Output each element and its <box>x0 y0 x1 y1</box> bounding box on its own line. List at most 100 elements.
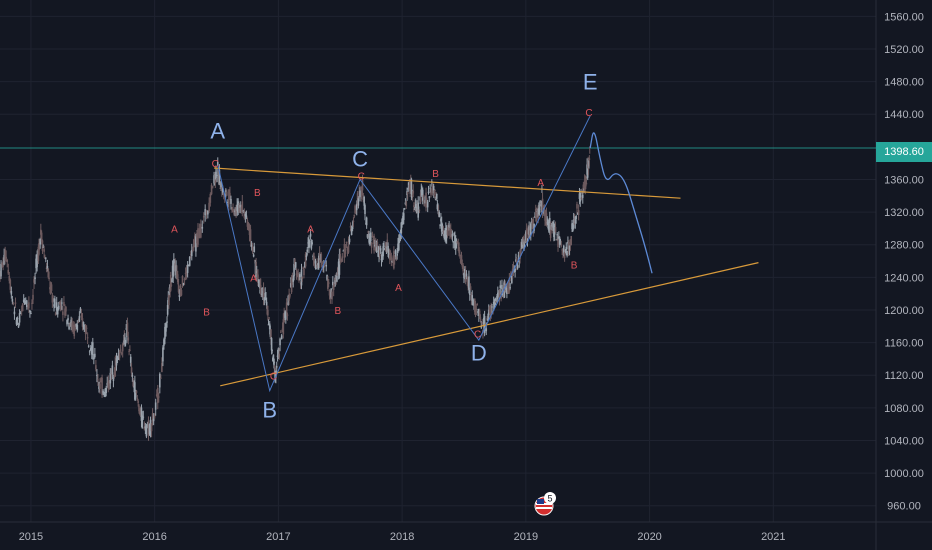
wave-label-c: C <box>352 146 368 171</box>
candle-body <box>91 342 94 356</box>
candle-body <box>571 223 573 230</box>
last-price-badge: 1398.60 <box>876 142 932 162</box>
candle-body <box>499 285 502 289</box>
elliott-wave-path[interactable] <box>217 115 591 393</box>
price-tick-label: 1120.00 <box>885 370 924 382</box>
candle-body <box>197 228 199 245</box>
candle-body <box>285 311 287 320</box>
candle-body <box>239 204 242 208</box>
candle-body <box>44 257 46 259</box>
candle-body <box>7 269 10 274</box>
candle-body <box>38 243 40 255</box>
candle-body <box>575 216 577 219</box>
candle-body <box>121 344 124 352</box>
candle-body <box>413 208 416 210</box>
subwave-label: B <box>334 306 341 317</box>
candle-body <box>291 277 294 284</box>
candle-body <box>137 400 139 404</box>
candle-body <box>138 405 140 412</box>
candle-body <box>330 288 332 298</box>
candle-body <box>580 195 582 198</box>
candle-body <box>94 353 96 358</box>
candle-body <box>178 294 181 298</box>
time-tick-label: 2018 <box>390 531 414 543</box>
candle-body <box>573 217 576 225</box>
candle-body <box>452 241 455 243</box>
candle-body <box>353 214 356 217</box>
candle-body <box>572 227 574 231</box>
candle-body <box>64 308 66 316</box>
candle-body <box>483 315 486 334</box>
candle-body <box>234 210 236 213</box>
candle-body <box>407 188 410 190</box>
subwave-label: C <box>474 330 481 341</box>
candle-body <box>192 250 194 252</box>
candle-body <box>249 229 252 242</box>
candle-body <box>246 220 249 227</box>
candle-body <box>116 356 119 359</box>
subwave-label: B <box>432 169 439 180</box>
wave-label-b: B <box>262 398 277 423</box>
candle-body <box>128 350 130 352</box>
candle-body <box>262 288 265 299</box>
candle-body <box>209 193 212 203</box>
candle-body <box>552 221 554 228</box>
time-tick-label: 2020 <box>637 531 661 543</box>
candle-body <box>43 249 45 252</box>
candle-body <box>292 278 295 282</box>
subwave-label: C <box>585 108 592 119</box>
time-axis[interactable]: 2015 2016 2017 2018 2019 2020 2021 <box>19 531 786 543</box>
candle-body <box>532 218 535 233</box>
projection-curve[interactable] <box>589 132 653 274</box>
candle-body <box>500 294 502 299</box>
candle-body <box>525 231 527 241</box>
candle-body <box>548 218 551 234</box>
candle-body <box>175 265 177 278</box>
candle-body <box>386 239 389 247</box>
candle-body <box>377 250 379 257</box>
candle-body <box>497 291 500 293</box>
candle-body <box>425 192 427 208</box>
candle-body <box>512 266 515 272</box>
candle-body <box>364 205 366 215</box>
candle-body <box>304 253 307 267</box>
candle-body <box>276 355 279 357</box>
candle-body <box>368 233 370 243</box>
candle-body <box>290 279 293 293</box>
price-axis[interactable]: 960.00 1000.00 1040.00 1080.00 1120.00 1160.0… <box>884 11 924 512</box>
candle-body <box>96 375 98 377</box>
candle-body <box>414 202 416 205</box>
candle-body <box>251 246 254 252</box>
subwave-label: B <box>203 308 210 319</box>
candle-body <box>570 236 573 246</box>
candle-body <box>265 297 267 300</box>
candle-body <box>391 260 394 262</box>
candle-body <box>118 352 121 358</box>
candle-body <box>416 204 418 214</box>
candle-body <box>496 296 498 302</box>
candle-body <box>34 277 36 280</box>
candle-body <box>132 380 135 387</box>
candle-body <box>155 394 158 397</box>
candle-body <box>286 314 289 317</box>
candle-body <box>71 322 73 330</box>
candle-body <box>462 265 464 272</box>
candle-body <box>23 301 26 305</box>
candle-body <box>47 268 50 278</box>
candle-body <box>294 262 297 268</box>
candle-body <box>54 313 57 316</box>
candle-body <box>558 237 561 245</box>
candle-body <box>163 339 165 346</box>
trendline-lower[interactable] <box>220 262 759 387</box>
candle-body <box>233 211 235 215</box>
candle-body <box>170 284 173 286</box>
us-flag-event-icon[interactable]: 5 <box>533 492 557 516</box>
candle-body <box>10 291 13 295</box>
time-tick-label: 2015 <box>19 531 43 543</box>
trendline-upper[interactable] <box>214 167 681 199</box>
candle-body <box>352 220 355 222</box>
candle-body <box>148 424 151 435</box>
candle-body <box>142 416 145 418</box>
candle-body <box>3 254 5 265</box>
